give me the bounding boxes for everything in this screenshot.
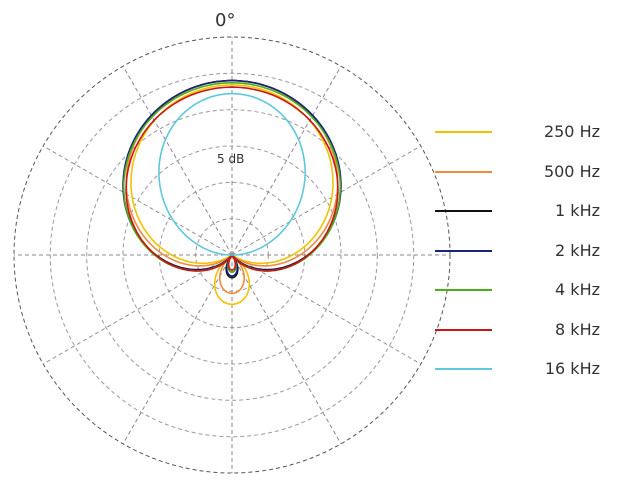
legend-label: 250 Hz	[543, 122, 600, 141]
grid-spoke	[231, 254, 342, 445]
legend-swatch	[435, 328, 492, 331]
axis-top-label: 0°	[215, 10, 236, 31]
legend-item: 250 Hz	[430, 120, 630, 144]
grid-spoke	[231, 145, 422, 256]
grid-spoke	[231, 65, 342, 256]
legend-item: 500 Hz	[430, 160, 630, 184]
legend-swatch	[435, 210, 492, 212]
grid-spoke	[42, 145, 233, 256]
grid-spoke	[42, 254, 233, 365]
grid-spoke	[231, 254, 422, 365]
legend-item: 1 kHz	[430, 199, 630, 223]
legend-item: 8 kHz	[430, 318, 630, 342]
legend-item: 16 kHz	[430, 357, 630, 381]
grid-ring	[49, 72, 415, 438]
series-line-16-khz	[158, 92, 306, 256]
grid-spoke	[122, 254, 233, 445]
legend-swatch	[435, 249, 492, 252]
legend-swatch	[435, 289, 492, 291]
legend-label: 8 kHz	[555, 319, 600, 339]
legend-label: 500 Hz	[543, 161, 600, 181]
series-line-250-hz	[130, 84, 334, 306]
legend-swatch	[435, 131, 492, 133]
grid-spoke	[122, 65, 233, 256]
legend-label: 1 kHz	[555, 201, 600, 220]
legend-label: 2 kHz	[555, 240, 600, 260]
legend-swatch	[435, 368, 492, 370]
grid-ring	[86, 109, 378, 401]
legend-item: 2 kHz	[430, 239, 630, 263]
series-line-4-khz	[122, 82, 342, 273]
legend-item: 4 kHz	[430, 278, 630, 302]
legend-label: 16 kHz	[544, 359, 600, 378]
legend-swatch	[435, 170, 492, 173]
legend-label: 4 kHz	[555, 280, 600, 299]
ring-label: 5 dB	[217, 152, 245, 166]
series-line-8-khz	[125, 86, 339, 272]
